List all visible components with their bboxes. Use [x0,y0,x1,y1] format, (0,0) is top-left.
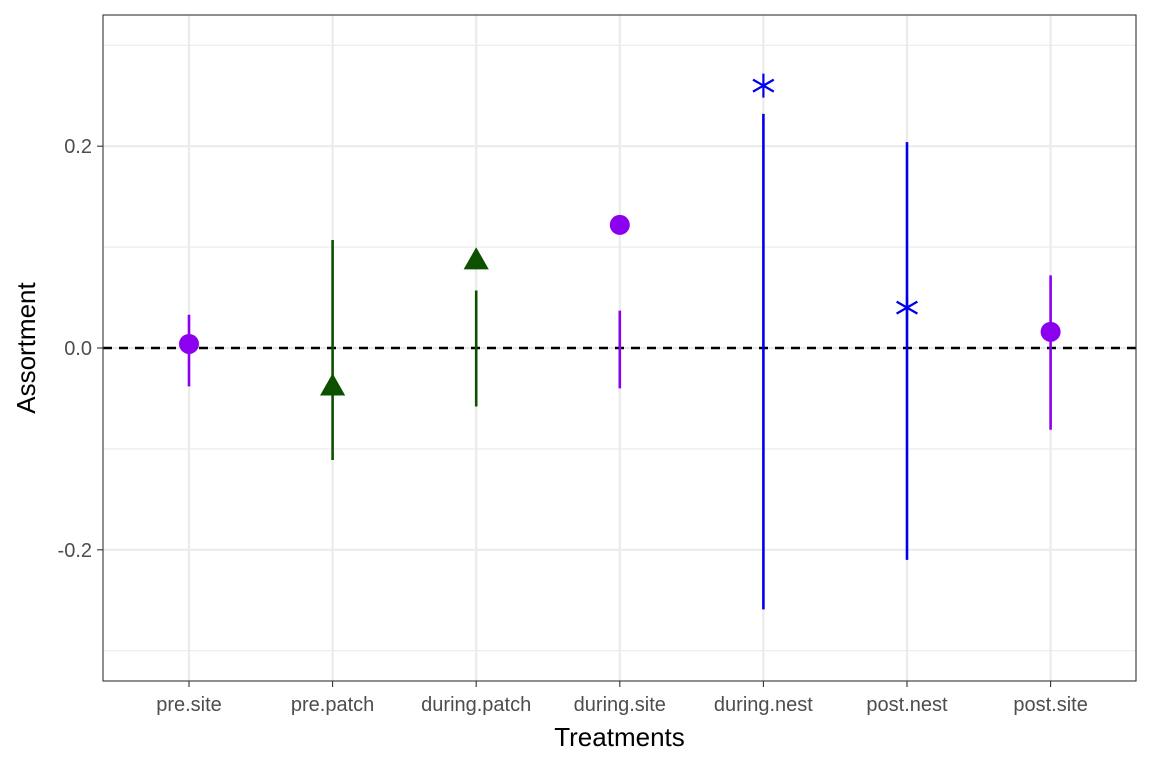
point-asterisk-during.nest [752,73,775,98]
y-tick-label: 0.0 [64,338,92,360]
x-tick-label-post.nest: post.nest [866,694,948,716]
x-tick-label-during.nest: during.nest [714,694,813,716]
x-tick-label-pre.patch: pre.patch [291,694,374,716]
x-tick-label-during.patch: during.patch [421,694,531,716]
marks-layer [103,73,1136,610]
asterisk-stroke [896,300,918,315]
asterisk-stroke [752,78,775,93]
y-axis-title: Assortment [11,281,41,413]
x-tick-label-post.site: post.site [1013,694,1087,716]
point-triangle-pre.patch [320,373,346,396]
x-tick-label-during.site: during.site [574,694,666,716]
point-circle-during.site [609,214,630,235]
point-circle-post.site [1040,321,1061,342]
point-circle-pre.site [179,333,199,354]
axis-layer: -0.2 0.0 0.2 pre.site pre.patch during.patch d… [58,136,1088,716]
point-triangle-during.patch [463,247,489,270]
x-tick-label-pre.site: pre.site [156,694,222,716]
x-axis-title: Treatments [554,722,685,752]
y-tick-label: 0.2 [64,136,92,158]
y-tick-label: -0.2 [58,540,92,562]
point-asterisk-post.nest [896,295,918,320]
